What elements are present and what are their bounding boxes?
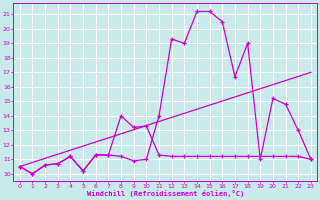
X-axis label: Windchill (Refroidissement éolien,°C): Windchill (Refroidissement éolien,°C) — [87, 190, 244, 197]
